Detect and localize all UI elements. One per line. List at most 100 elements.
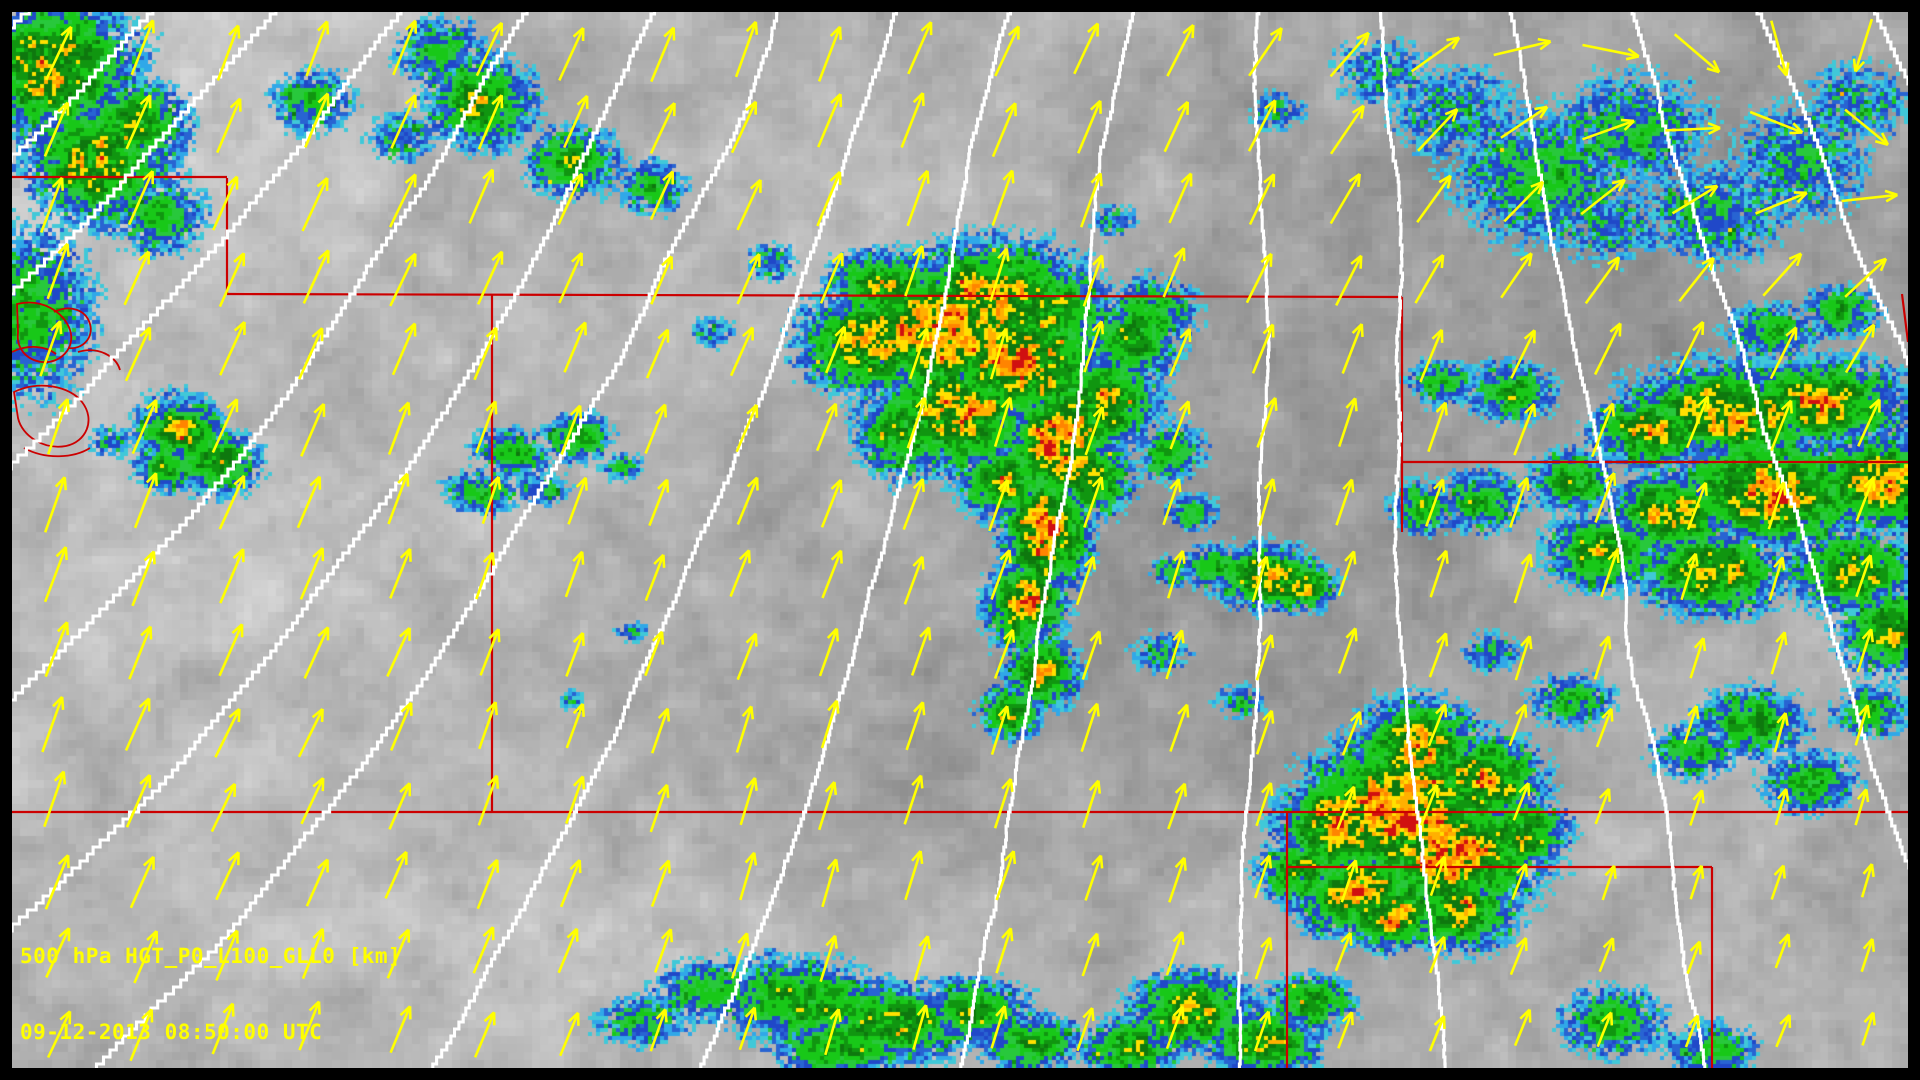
- wind-arrow-head: [662, 554, 666, 568]
- wind-arrow-head: [1861, 628, 1873, 640]
- wind-arrow-head: [397, 472, 409, 484]
- wind-arrow-head: [1180, 172, 1192, 184]
- wind-arrow-head: [1092, 556, 1096, 570]
- wind-arrow-shaft: [387, 401, 410, 456]
- wind-arrow-shaft: [305, 20, 329, 77]
- wind-arrow-head: [1278, 27, 1283, 42]
- wind-arrow-head: [1349, 932, 1353, 946]
- wind-arrow-head: [1519, 252, 1533, 262]
- wind-arrow-shaft: [989, 329, 1007, 380]
- wind-arrow-head: [1352, 786, 1356, 800]
- wind-arrow-shaft: [1770, 20, 1788, 76]
- wind-arrow-shaft: [565, 632, 585, 677]
- wind-arrow-head: [926, 170, 930, 184]
- wind-arrow-shaft: [1689, 637, 1705, 679]
- wind-arrow-shaft: [1593, 322, 1622, 376]
- wind-arrow-shaft: [389, 702, 413, 752]
- wind-arrow-head: [995, 1005, 1006, 1017]
- wind-arrow-shaft: [729, 326, 754, 377]
- wind-arrow-head: [1879, 258, 1888, 272]
- wind-arrow-head: [1689, 940, 1701, 952]
- wind-arrow-head: [1775, 631, 1786, 643]
- wind-arrow-head: [921, 702, 926, 716]
- wind-arrow-head: [667, 860, 671, 874]
- wind-arrow-head: [660, 928, 672, 940]
- wind-arrow-head: [829, 171, 841, 182]
- wind-arrow-shaft: [729, 549, 751, 597]
- wind-arrow-head: [1180, 931, 1185, 946]
- wind-arrow-shaft: [218, 623, 244, 677]
- wind-arrow-shaft: [1251, 556, 1268, 603]
- wind-arrow-shaft: [1419, 784, 1439, 826]
- wind-arrow-head: [325, 21, 330, 35]
- wind-arrow-head: [66, 243, 70, 257]
- wind-arrow-head: [576, 94, 588, 106]
- wind-arrow-shaft: [1337, 397, 1357, 448]
- wind-arrow-head: [51, 176, 63, 188]
- wind-arrow-head: [1866, 705, 1871, 719]
- height-contour: [959, 12, 1135, 1068]
- wind-arrow-shaft: [1165, 931, 1184, 976]
- wind-arrow-head: [224, 782, 236, 794]
- wind-arrow-head: [1696, 1015, 1700, 1029]
- wind-arrow-shaft: [650, 27, 675, 83]
- wind-arrow-head: [1352, 551, 1357, 565]
- wind-arrow-head: [1530, 180, 1544, 188]
- wind-arrow-shaft: [644, 631, 664, 677]
- wind-arrow-shaft: [1768, 556, 1784, 601]
- wind-vector-field: [39, 18, 1899, 1062]
- wind-arrow-head: [1863, 476, 1875, 488]
- wind-arrow-shaft: [1255, 634, 1273, 681]
- wind-arrow-head: [1012, 850, 1017, 865]
- wind-arrow-shaft: [131, 550, 156, 607]
- wind-arrow-head: [663, 102, 676, 113]
- wind-arrow-head: [1089, 630, 1101, 642]
- wind-arrow-shaft: [993, 778, 1013, 829]
- wind-arrow-head: [825, 402, 837, 414]
- wind-arrow-head: [1784, 788, 1790, 802]
- wind-arrow-head: [997, 705, 1009, 717]
- wind-arrow-head: [1358, 711, 1362, 725]
- map-canvas[interactable]: [12, 12, 1908, 1068]
- wind-arrow-head: [657, 328, 669, 340]
- wind-arrow-head: [1357, 173, 1361, 188]
- wind-arrow-head: [1005, 248, 1010, 262]
- wind-arrow-head: [57, 242, 69, 255]
- wind-arrow-head: [1872, 477, 1876, 491]
- wind-arrow-shaft: [1329, 105, 1365, 155]
- wind-arrow-head: [1707, 121, 1721, 130]
- county-boundary: [23, 447, 91, 458]
- wind-arrow-head: [229, 97, 241, 109]
- wind-arrow-head: [1789, 400, 1793, 414]
- wind-arrow-shaft: [906, 397, 927, 449]
- wind-arrow-head: [1519, 1008, 1531, 1020]
- wind-arrow-shaft: [1427, 402, 1447, 453]
- wind-arrow-shaft: [1511, 863, 1528, 901]
- wind-arrow-head: [316, 177, 329, 188]
- wind-arrow-head: [657, 707, 669, 719]
- wind-arrow-head: [1009, 778, 1014, 792]
- wind-arrow-head: [308, 1000, 320, 1012]
- wind-arrow-shaft: [1684, 1015, 1699, 1048]
- wind-arrow-head: [747, 550, 751, 564]
- wind-arrow-head: [1091, 320, 1103, 332]
- wind-arrow-shaft: [1584, 256, 1620, 305]
- wind-arrow-shaft: [1329, 32, 1370, 78]
- wind-arrow-head: [1089, 99, 1102, 111]
- wind-arrow-head: [1265, 397, 1277, 409]
- wind-arrow-head: [1268, 937, 1273, 951]
- wind-arrow-shaft: [821, 858, 838, 908]
- wind-arrow-shaft: [1854, 704, 1869, 746]
- wind-arrow-head: [1862, 323, 1875, 334]
- wind-arrow-shaft: [730, 101, 757, 154]
- wind-arrow-head: [485, 326, 498, 338]
- wind-arrow-head: [233, 321, 246, 332]
- wind-arrow-head: [572, 775, 584, 787]
- wind-arrow-shaft: [1749, 110, 1803, 134]
- wind-arrow-head: [753, 777, 758, 791]
- wind-arrow-shaft: [906, 170, 929, 227]
- wind-arrow-head: [924, 1004, 930, 1019]
- wind-arrow-shaft: [1340, 859, 1358, 903]
- wind-arrow-head: [1009, 928, 1014, 942]
- wind-arrow-shaft: [1169, 400, 1190, 450]
